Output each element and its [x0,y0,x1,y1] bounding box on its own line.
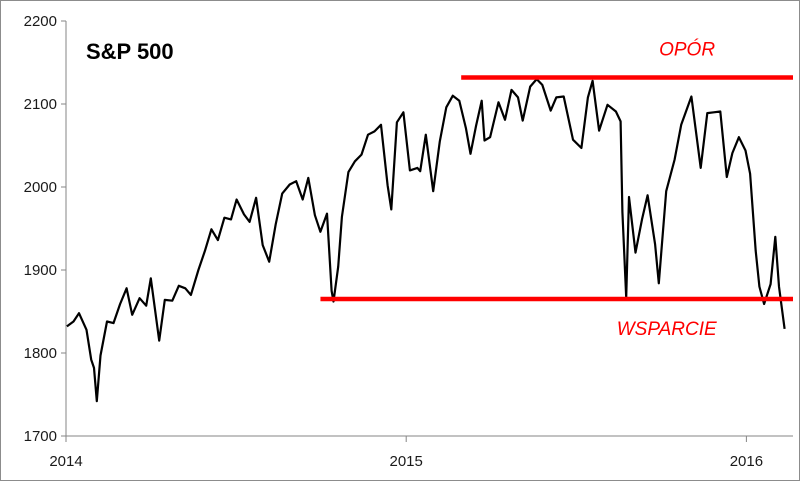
y-tick-label: 1700 [24,428,57,445]
y-tick-label: 1800 [24,345,57,362]
y-tick-label: 2200 [24,13,57,30]
x-tick-label: 2016 [730,453,763,470]
y-tick-label: 2100 [24,96,57,113]
resistance-label: OPÓR [659,38,715,60]
chart-title: S&P 500 [86,39,174,64]
y-axis: 1700 1800 1900 2000 2100 2200 [24,13,67,445]
y-tick-label: 2000 [24,179,57,196]
x-tick-label: 2014 [49,453,82,470]
annotation-layer: OPÓR WSPARCIE [320,38,793,340]
series-line-0 [66,78,786,403]
series-layer [66,78,786,403]
x-tick-label: 2015 [390,453,423,470]
x-axis: 2014 2015 2016 [49,435,793,470]
support-label: WSPARCIE [617,319,717,340]
y-tick-label: 1900 [24,262,57,279]
